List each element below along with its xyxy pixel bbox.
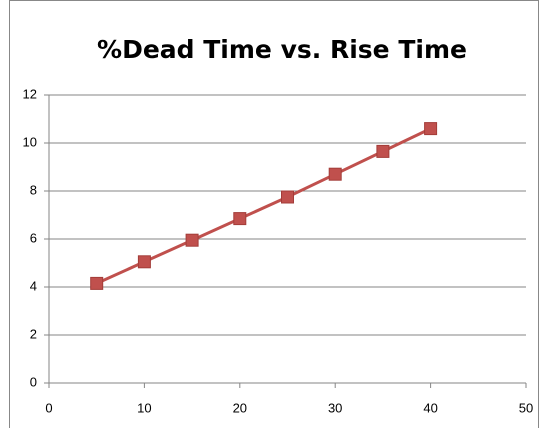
y-tick-label: 6 bbox=[30, 230, 37, 245]
marker bbox=[376, 144, 390, 158]
x-tick-label: 20 bbox=[233, 400, 247, 415]
x-tick-label: 50 bbox=[519, 400, 533, 415]
x-tick-label: 30 bbox=[328, 400, 342, 415]
marker bbox=[185, 233, 199, 247]
marker bbox=[90, 276, 104, 290]
marker bbox=[328, 167, 342, 181]
series-line bbox=[96, 127, 432, 285]
marker bbox=[137, 255, 151, 269]
y-tick-label: 4 bbox=[30, 278, 37, 293]
marker bbox=[281, 190, 294, 204]
y-tick-label: 2 bbox=[30, 326, 37, 341]
chart-title: %Dead Time vs. Rise Time bbox=[97, 35, 467, 64]
marker bbox=[424, 122, 438, 136]
x-tick-label: 40 bbox=[423, 400, 437, 415]
marker bbox=[233, 212, 247, 226]
x-tick-label: 0 bbox=[45, 400, 52, 415]
y-tick-label: 12 bbox=[23, 86, 37, 101]
y-tick-label: 10 bbox=[23, 134, 37, 149]
chart-frame bbox=[9, 0, 539, 428]
x-tick-label: 10 bbox=[137, 400, 151, 415]
y-tick-label: 8 bbox=[30, 182, 37, 197]
y-tick-label: 0 bbox=[30, 374, 37, 389]
